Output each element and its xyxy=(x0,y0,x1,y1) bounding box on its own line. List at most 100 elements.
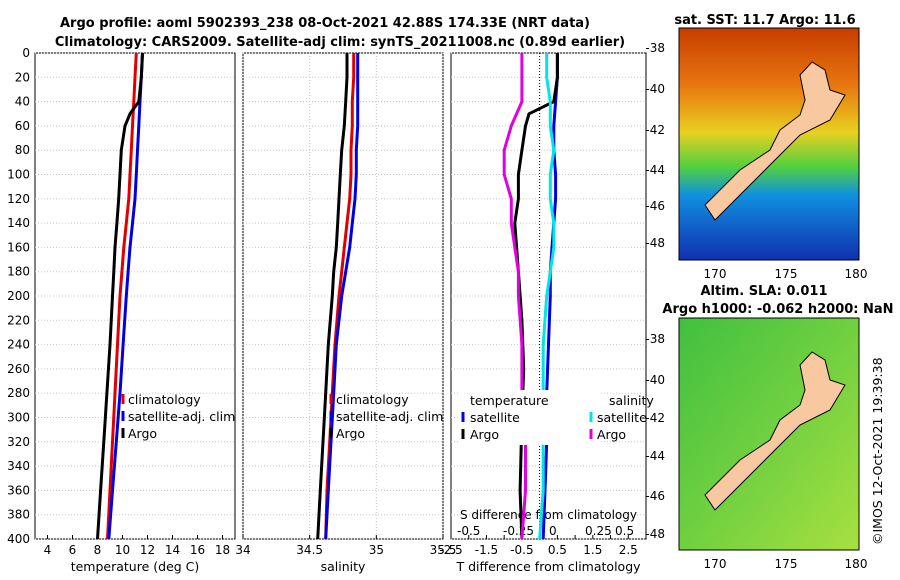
legend-title-salinity: salinity xyxy=(609,393,654,408)
y-tick-label: 300 xyxy=(7,411,30,425)
map-ytick: -48 xyxy=(645,527,665,541)
legend-title-temperature: temperature xyxy=(470,393,549,408)
sst-map-xticks: 170 175 180 xyxy=(704,267,868,281)
sla-map-xticks: 170 175 180 xyxy=(704,557,868,571)
sla-map-title2: Argo h1000: -0.062 h2000: NaN xyxy=(662,302,893,317)
sst-map-title: sat. SST: 11.7 Argo: 11.6 xyxy=(674,13,855,28)
sla-map-title1: Altim. SLA: 0.011 xyxy=(701,284,828,299)
map-xtick: 175 xyxy=(775,557,798,571)
chart-temperature: 0 20 40 60 80 100 120 140 160 180 200 220 240 260 280 3… xyxy=(7,46,236,574)
y-tick-label: 240 xyxy=(7,338,30,352)
series-line-satellite-adj-clim xyxy=(107,52,144,540)
y-tick-label: 40 xyxy=(15,95,30,109)
s-tick-label: -0.5 xyxy=(457,524,480,538)
legend-label: satellite-adj. clim xyxy=(128,409,235,424)
legend-label: satellite-adj. clim xyxy=(336,409,443,424)
map-ytick: -46 xyxy=(645,199,665,213)
sst-map: sat. SST: 11.7 Argo: 11.6 -38 -40 -42 -4… xyxy=(645,13,867,281)
x-tick-label: -0.5 xyxy=(510,543,533,557)
y-tick-label: 400 xyxy=(7,532,30,546)
legend-label: satellite xyxy=(597,410,647,425)
sla-map-yticks: -38 -40 -42 -44 -46 -48 xyxy=(645,332,665,541)
x-tick-label: 4 xyxy=(44,543,52,557)
legend-background xyxy=(459,390,599,445)
x-tick-label: 34 xyxy=(235,543,250,557)
x-tick-label: 12 xyxy=(140,543,155,557)
y-tick-label: 320 xyxy=(7,435,30,449)
profile-charts: 0204060801001201401601802002202402602803… xyxy=(7,46,654,574)
series-line-argo xyxy=(316,53,349,540)
y-tick-label: 260 xyxy=(7,362,30,376)
map-xtick: 170 xyxy=(704,267,727,281)
map-ytick: -40 xyxy=(645,82,665,96)
y-tick-label: 360 xyxy=(7,483,30,497)
chart-difference: -2.5 -1.5 -0.5 0.5 1.5 2.5 T difference from c… xyxy=(439,52,654,574)
map-ytick: -38 xyxy=(645,332,665,346)
sla-map: Altim. SLA: 0.011 Argo h1000: -0.062 h20… xyxy=(645,284,893,571)
sst-map-field xyxy=(678,27,860,261)
sst-map-yticks: -38 -40 -42 -44 -46 -48 xyxy=(645,41,665,250)
sst-map-land xyxy=(704,61,846,221)
legend-label: satellite xyxy=(470,410,520,425)
x-tick-label: 16 xyxy=(190,543,205,557)
series-line-argo xyxy=(96,52,144,540)
x-axis-label: T difference from climatology xyxy=(455,559,641,574)
chart-salinity: 34 34.5 35 35.5 salinity climatology satellite… xyxy=(235,52,457,574)
legend-label: climatology xyxy=(336,392,409,407)
y-tick-label: 100 xyxy=(7,168,30,182)
y-tick-label: 160 xyxy=(7,240,30,254)
imos-timestamp: ©IMOS 12-Oct-2021 19:39:38 xyxy=(870,357,885,545)
x-tick-label: 0.5 xyxy=(548,543,567,557)
y-tick-label: 140 xyxy=(7,216,30,230)
x-tick-label: 14 xyxy=(165,543,180,557)
x-tick-label: 6 xyxy=(69,543,77,557)
map-ytick: -44 xyxy=(645,163,665,177)
x-tick-label: 35 xyxy=(369,543,384,557)
map-ytick: -38 xyxy=(645,41,665,55)
map-xtick: 170 xyxy=(704,557,727,571)
x-tick-label: -1.5 xyxy=(475,543,498,557)
header-line2: Climatology: CARS2009. Satellite-adj cli… xyxy=(55,35,625,50)
map-xtick: 175 xyxy=(775,267,798,281)
x-axis-label: salinity xyxy=(321,559,366,574)
map-xtick: 180 xyxy=(845,557,868,571)
y-tick-label: 280 xyxy=(7,386,30,400)
y-tick-label: 380 xyxy=(7,508,30,522)
x-tick-label: 2.5 xyxy=(619,543,638,557)
y-tick-label: 80 xyxy=(15,143,30,157)
y-tick-label: 200 xyxy=(7,289,30,303)
map-ytick: -48 xyxy=(645,236,665,250)
x-tick-label: -2.5 xyxy=(439,543,462,557)
map-ytick: -40 xyxy=(645,373,665,387)
header-line1: Argo profile: aoml 5902393_238 08-Oct-20… xyxy=(60,16,590,31)
y-tick-label: 0 xyxy=(22,46,30,60)
legend-label: Argo xyxy=(128,426,157,441)
s-axis-label: S difference from climatology xyxy=(460,508,637,522)
s-tick-label: 0 xyxy=(549,524,557,538)
s-tick-label: 0.5 xyxy=(615,524,634,538)
map-ytick: -44 xyxy=(645,449,665,463)
x-tick-label: 34.5 xyxy=(296,543,323,557)
s-tick-label: 0.25 xyxy=(585,524,612,538)
legend-label: Argo xyxy=(336,426,365,441)
x-tick-label: 1.5 xyxy=(583,543,602,557)
series-line-climatology xyxy=(106,52,138,540)
x-axis-label: temperature (deg C) xyxy=(71,559,200,574)
map-ytick: -42 xyxy=(645,123,665,137)
y-tick-label: 340 xyxy=(7,459,30,473)
y-tick-label: 60 xyxy=(15,119,30,133)
map-ytick: -46 xyxy=(645,489,665,503)
legend-label: Argo xyxy=(597,427,626,442)
legend-label: Argo xyxy=(470,427,499,442)
legend-label: climatology xyxy=(128,392,201,407)
sla-map-field xyxy=(678,317,860,551)
map-xtick: 180 xyxy=(845,267,868,281)
sla-map-land xyxy=(704,351,846,511)
y-tick-label: 120 xyxy=(7,192,30,206)
x-tick-label: 10 xyxy=(115,543,130,557)
y-tick-label: 220 xyxy=(7,313,30,327)
x-tick-label: 8 xyxy=(94,543,102,557)
map-ytick: -42 xyxy=(645,411,665,425)
x-tick-label: 35.5 xyxy=(430,543,457,557)
